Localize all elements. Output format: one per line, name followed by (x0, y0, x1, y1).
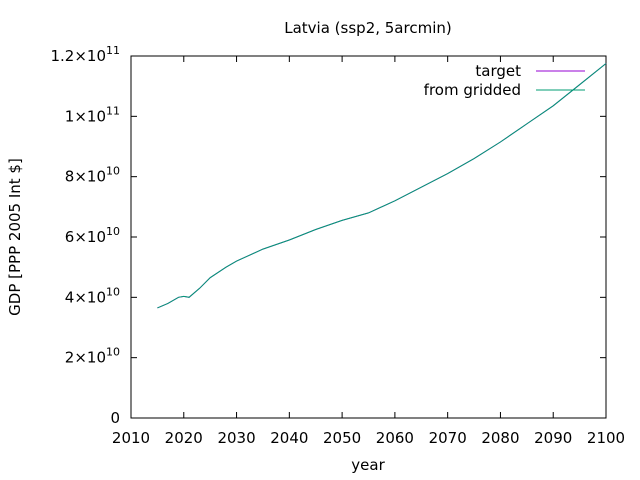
y-tick-label: 1×1011 (65, 104, 120, 125)
x-tick-label: 2080 (481, 429, 519, 447)
y-tick-label: 6×1010 (65, 225, 120, 246)
x-axis-label: year (351, 456, 385, 474)
x-tick-label: 2060 (376, 429, 414, 447)
series-line-0 (157, 63, 607, 309)
chart-title: Latvia (ssp2, 5arcmin) (284, 19, 451, 37)
x-tick-label: 2040 (270, 429, 308, 447)
y-axis-label: GDP [PPP 2005 Int $] (6, 158, 24, 316)
x-tick-label: 2010 (112, 429, 150, 447)
y-tick-label: 8×1010 (65, 165, 120, 186)
x-tick-label: 2020 (165, 429, 203, 447)
y-tick-label: 0 (110, 409, 120, 427)
x-tick-label: 2090 (534, 429, 572, 447)
plot-frame (130, 55, 607, 419)
x-tick-label: 2070 (429, 429, 467, 447)
x-tick-label: 2100 (587, 429, 625, 447)
legend-label-1: from gridded (424, 81, 521, 99)
x-tick-label: 2030 (217, 429, 255, 447)
series-line-1 (157, 63, 607, 309)
y-axis-ticks: 0 2×1010 4×1010 6×1010 8×1010 1×1011 1.2×1011 (50, 44, 606, 427)
series-lines (157, 63, 607, 309)
x-axis-ticks: 2010 2020 2030 2040 2050 2060 2070 2080 2090 2100 (112, 56, 625, 447)
legend-label-0: target (475, 62, 521, 80)
x-tick-label: 2050 (323, 429, 361, 447)
y-tick-label: 2×1010 (65, 346, 120, 367)
y-tick-label: 1.2×1011 (50, 44, 120, 65)
y-tick-label: 4×1010 (65, 285, 120, 306)
